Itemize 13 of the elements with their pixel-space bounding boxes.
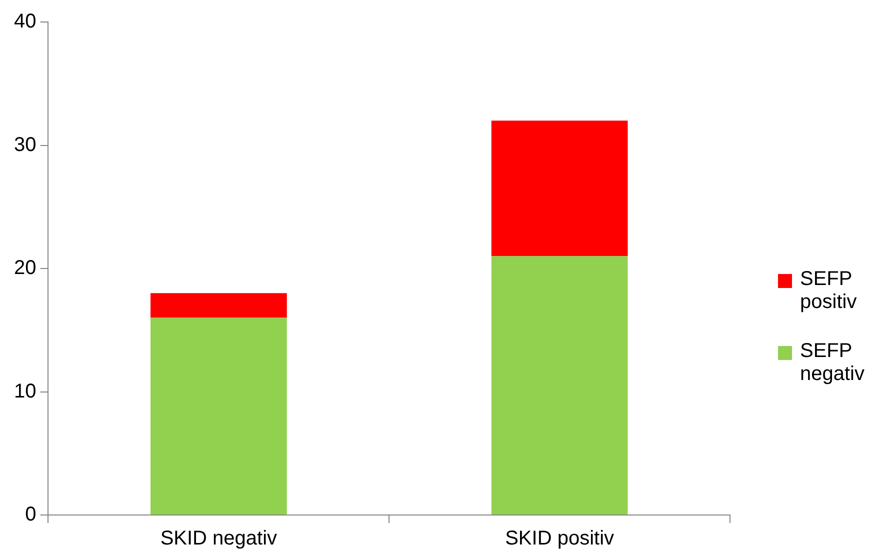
bar <box>150 293 287 318</box>
y-tick-label: 20 <box>14 257 36 280</box>
bar <box>150 318 287 514</box>
x-tick-label: SKID negativ <box>160 528 278 550</box>
legend-label: SEFP positiv <box>800 268 858 314</box>
y-tick-label: 40 <box>14 10 36 33</box>
y-tick-label: 10 <box>14 380 36 402</box>
bar <box>491 120 628 256</box>
x-tick-label: SKID positiv <box>505 528 614 550</box>
y-tick-label: 0 <box>25 504 36 526</box>
bar <box>491 256 628 514</box>
legend-label: SEFP negativ <box>800 340 866 386</box>
y-tick-label: 30 <box>14 134 36 156</box>
